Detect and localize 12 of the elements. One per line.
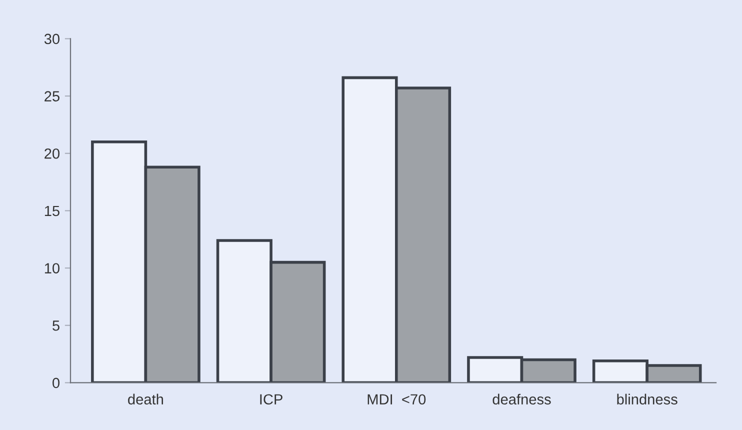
x-tick-label: deafness — [492, 394, 551, 405]
x-tick-label: MDI <70 — [368, 394, 426, 405]
x-tick-label: death — [128, 394, 163, 405]
x-tick-label: blindness — [617, 394, 678, 405]
y-tick-label: 15 — [44, 206, 60, 216]
y-tick-label: 25 — [44, 91, 60, 102]
x-tick-label: ICP — [260, 394, 282, 405]
y-tick-label: 5 — [52, 320, 60, 331]
y-tick-label: 20 — [44, 148, 60, 159]
y-tick-label: 0 — [52, 378, 60, 388]
y-tick-label: 30 — [44, 34, 60, 44]
y-tick-label: 10 — [44, 263, 60, 274]
